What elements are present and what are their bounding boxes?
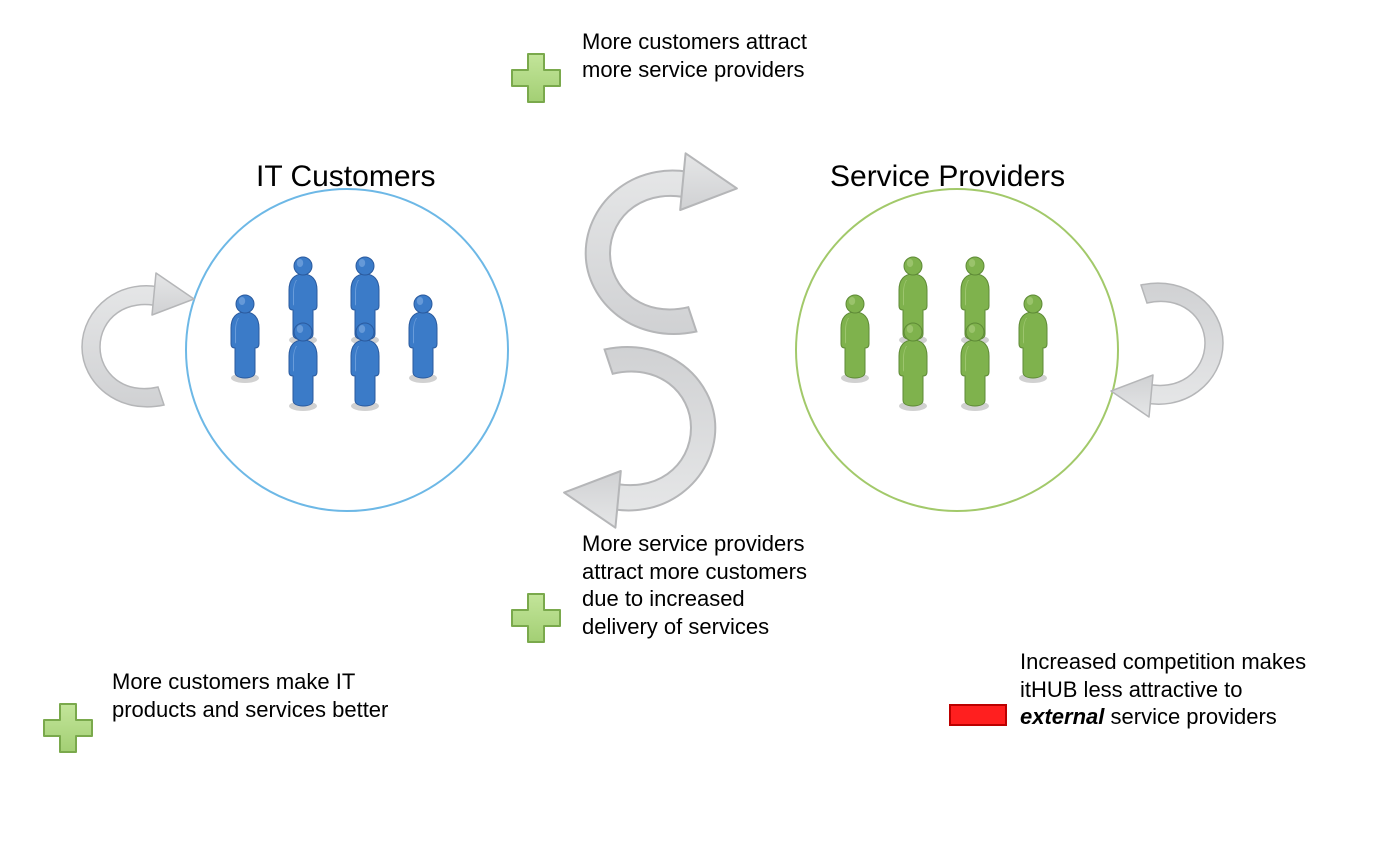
annotation-bottom_left: More customers make IT products and serv… [112, 668, 392, 723]
arrow-right_self [1105, 255, 1245, 435]
customers-person-icon [281, 320, 325, 412]
plus-icon [40, 700, 96, 756]
customers-person-icon [223, 292, 267, 384]
providers-person-icon [1011, 292, 1055, 384]
customers-person-icon [401, 292, 445, 384]
providers-title: Service Providers [830, 160, 1065, 194]
annotation-top: More customers attract more service prov… [582, 28, 822, 83]
providers-person-icon [953, 320, 997, 412]
providers-person-icon [833, 292, 877, 384]
providers-person-icon [891, 320, 935, 412]
minus-icon [948, 700, 1008, 730]
plus-icon [508, 590, 564, 646]
customers-person-icon [343, 320, 387, 412]
plus-icon [508, 50, 564, 106]
annotation-bottom_right: Increased competition makes itHUB less a… [1020, 648, 1320, 731]
arrow-left_self [60, 255, 200, 435]
arrow-center_bottom [556, 309, 745, 552]
annotation-middle: More service providers attract more cust… [582, 530, 812, 640]
customers-title: IT Customers [256, 160, 436, 194]
